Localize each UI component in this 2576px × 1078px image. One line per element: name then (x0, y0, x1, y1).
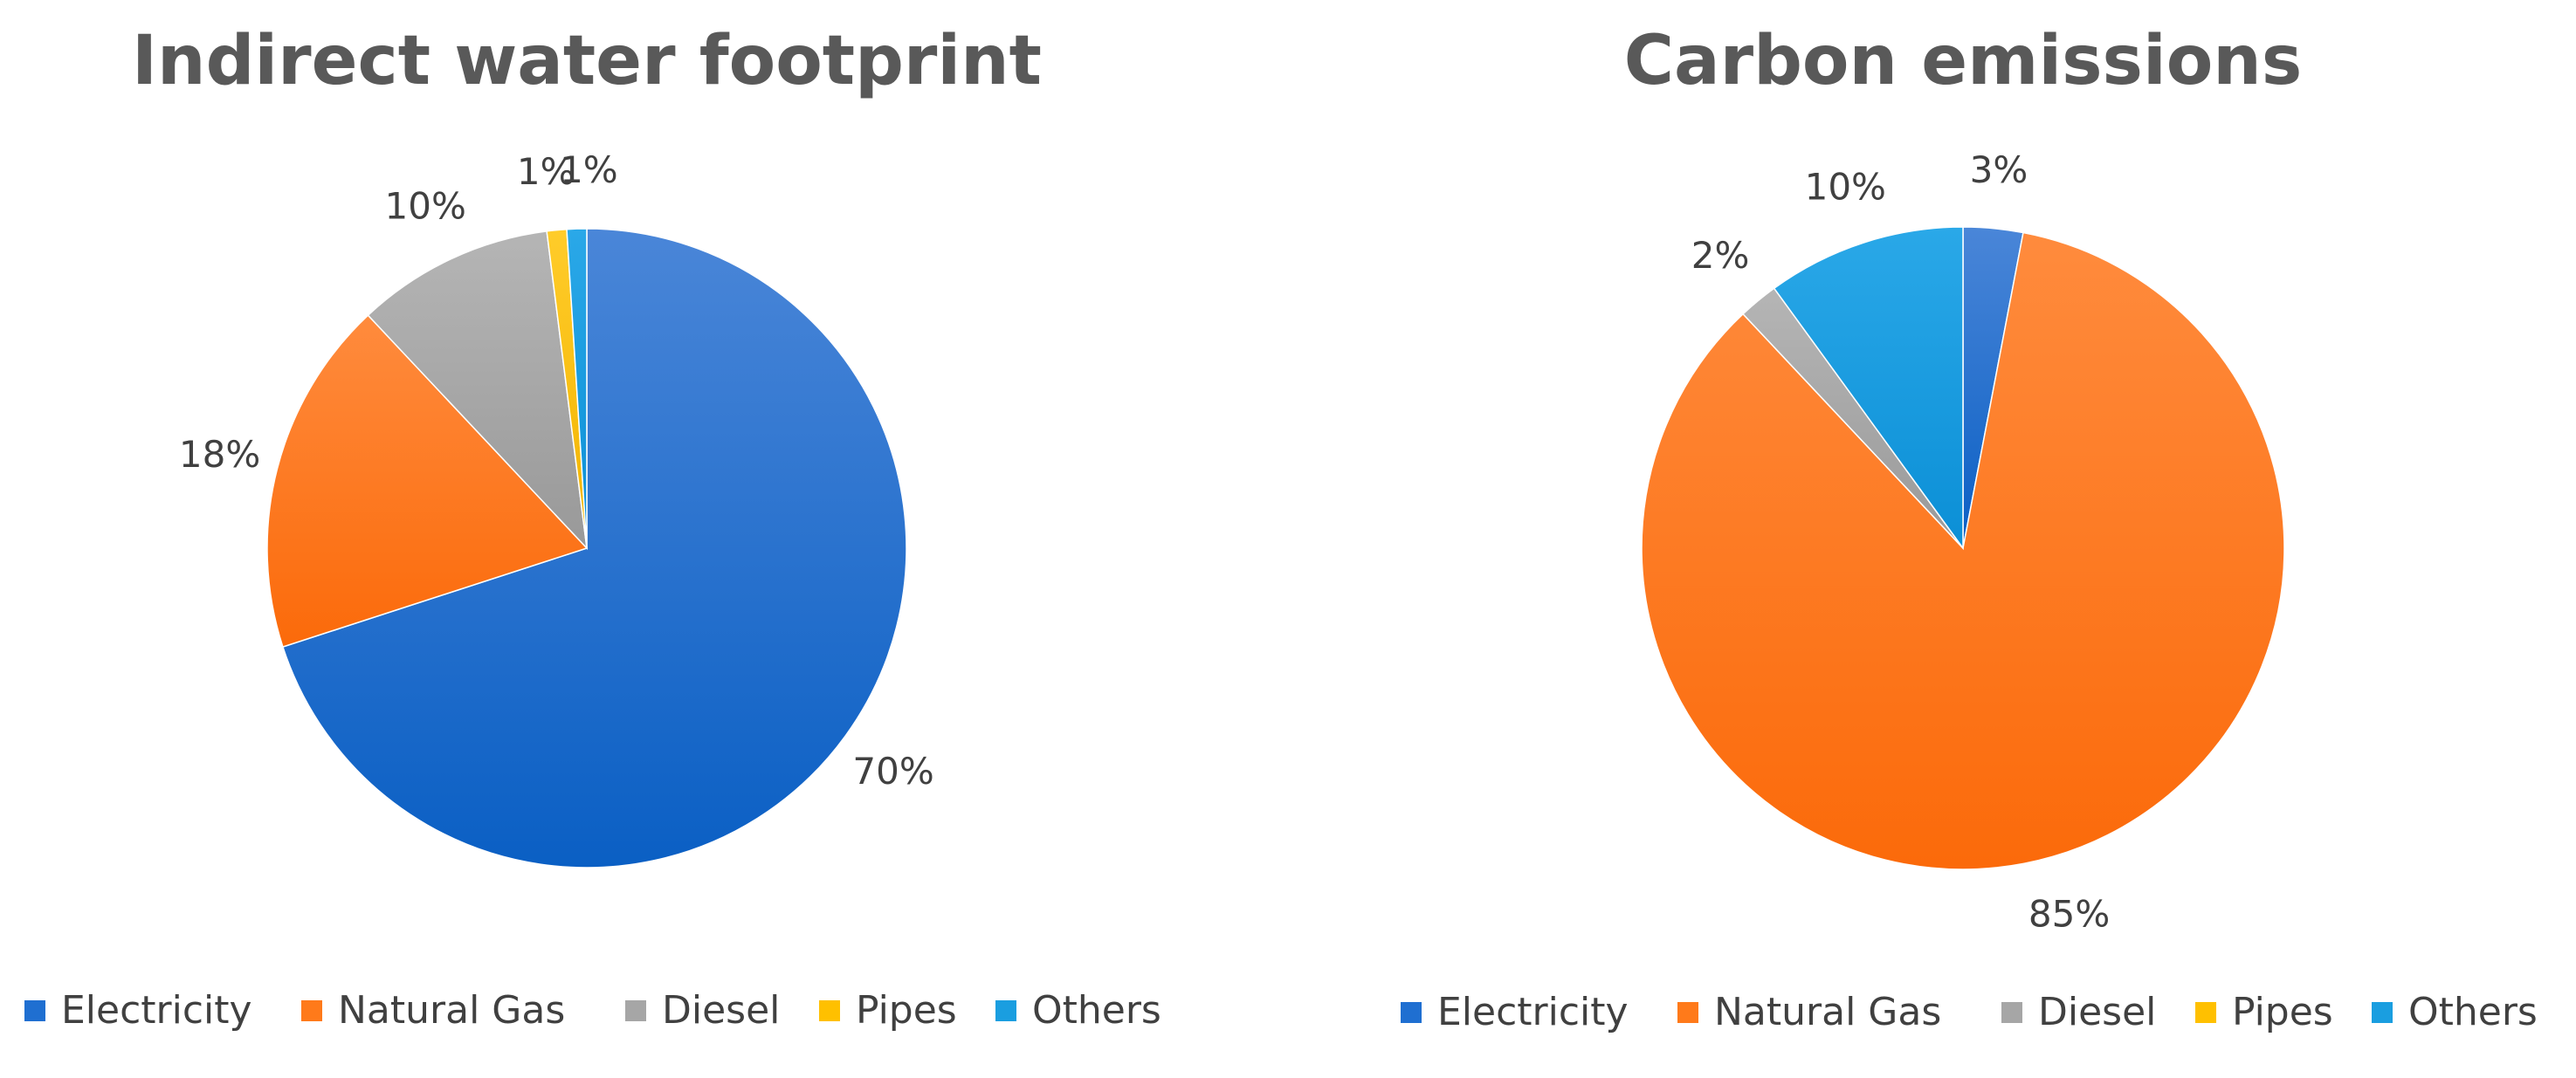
legend-swatch-natural-gas (301, 1000, 322, 1021)
legend-swatch-others (995, 1000, 1016, 1021)
legend-label-pipes: Pipes (2232, 990, 2333, 1034)
legend-swatch-others (2372, 1002, 2393, 1023)
legend-label-electricity: Electricity (61, 988, 252, 1033)
legend-label-electricity: Electricity (1437, 990, 1629, 1034)
pie-slice-natural-gas (266, 314, 589, 649)
legend: Electricity Natural Gas Diesel Pipes Others (24, 988, 1161, 1033)
chart-indirect-water-footprint: Indirect water footprint 70% 18% 10% 1%1% E… (24, 22, 1161, 1033)
legend-label-others: Others (2408, 990, 2538, 1034)
pie-slice-others (566, 228, 588, 549)
data-label-others: 10% (1805, 165, 1886, 208)
data-label-others: 1% (560, 148, 618, 191)
pie-data-labels: 70% 18% 10% 1%1% (179, 148, 934, 793)
pie-slice-electricity (281, 228, 907, 869)
legend-swatch-diesel (625, 1000, 646, 1021)
legend-label-diesel: Diesel (662, 988, 780, 1033)
legend: Electricity Natural Gas Diesel Pipes Others (1401, 990, 2538, 1034)
data-label-natural-gas: 18% (179, 433, 260, 476)
legend-label-others: Others (1032, 988, 1161, 1033)
legend-swatch-pipes (819, 1000, 840, 1021)
data-label-diesel: 10% (385, 184, 466, 227)
data-label-electricity: 3% (1970, 148, 2028, 191)
data-label-natural-gas: 85% (2028, 893, 2110, 936)
chart-title: Carbon emissions (1624, 22, 2303, 100)
data-label-pipes: 1% (517, 150, 575, 193)
legend-label-pipes: Pipes (856, 988, 957, 1033)
legend-swatch-pipes (2195, 1002, 2216, 1023)
legend-label-natural-gas: Natural Gas (1714, 990, 1941, 1034)
data-label-electricity: 70% (852, 750, 933, 793)
legend-swatch-electricity (24, 1000, 45, 1021)
pie-slice-diesel (367, 230, 589, 551)
pie-slice-natural-gas (1641, 231, 2285, 870)
legend-label-diesel: Diesel (2038, 990, 2156, 1034)
legend-swatch-diesel (2001, 1002, 2022, 1023)
pie-slices (1641, 226, 2285, 870)
pie-data-labels: 3% 85% 2% 10% (1691, 148, 2111, 936)
data-label-diesel: 2% (1691, 234, 1750, 277)
pie-slice-others (1773, 226, 1964, 551)
legend-label-natural-gas: Natural Gas (338, 988, 565, 1033)
chart-carbon-emissions: Carbon emissions 3% 85% 2% 10% Electricity N… (1401, 22, 2538, 1034)
legend-swatch-natural-gas (1677, 1002, 1698, 1023)
chart-title: Indirect water footprint (132, 22, 1042, 100)
pie-slices (266, 228, 907, 869)
legend-swatch-electricity (1401, 1002, 1422, 1023)
